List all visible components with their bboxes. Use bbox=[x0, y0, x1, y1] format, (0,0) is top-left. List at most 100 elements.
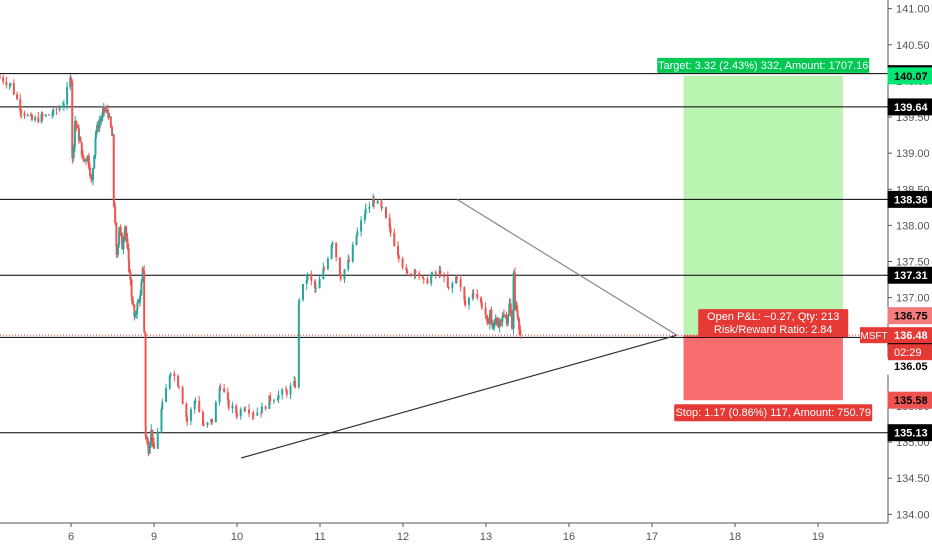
candle-body-272 bbox=[519, 329, 522, 336]
position-labels: Target: 3.32 (2.43%) 332, Amount: 1707.1… bbox=[657, 57, 873, 422]
candle-body-127 bbox=[189, 409, 192, 421]
candle-body-28 bbox=[71, 81, 74, 155]
level-tag-5: 135.13 bbox=[894, 428, 928, 440]
candle-body-143 bbox=[235, 405, 238, 414]
candle-body-24 bbox=[62, 104, 65, 106]
candle-body-191 bbox=[364, 208, 367, 215]
time-axis[interactable]: 6 9 10 11 12 13 16 17 18 19 bbox=[0, 522, 932, 550]
candle-body-12 bbox=[30, 115, 33, 121]
candle-body-109 bbox=[148, 445, 151, 454]
candle-body-131 bbox=[201, 412, 204, 425]
candle-body-192 bbox=[368, 206, 371, 209]
candle-body-44 bbox=[86, 155, 89, 161]
candle-body-248 bbox=[497, 321, 500, 327]
level-tag-3: 137.31 bbox=[894, 270, 928, 282]
level-tag-2: 138.36 bbox=[894, 194, 928, 206]
candle-body-6 bbox=[16, 94, 19, 100]
candle-body-263 bbox=[511, 328, 514, 330]
candle-body-148 bbox=[248, 409, 251, 414]
candle-body-176 bbox=[323, 268, 326, 270]
candle-body-166 bbox=[297, 303, 300, 388]
trendline-1[interactable] bbox=[456, 198, 678, 336]
candle-body-120 bbox=[169, 373, 172, 376]
countdown-tag-bg bbox=[888, 344, 932, 361]
candle-body-70 bbox=[112, 198, 115, 207]
candle-body-194 bbox=[372, 199, 375, 204]
candle-body-267 bbox=[514, 302, 517, 306]
candle-body-19 bbox=[51, 114, 54, 116]
candle-body-42 bbox=[84, 159, 87, 161]
trendlines[interactable] bbox=[240, 198, 678, 459]
candle-body-177 bbox=[326, 258, 329, 269]
candle-body-5 bbox=[12, 83, 15, 95]
candle-body-197 bbox=[381, 207, 384, 209]
candle-body-45 bbox=[87, 155, 90, 168]
candle-body-31 bbox=[73, 125, 76, 147]
candle-body-211 bbox=[421, 276, 424, 279]
candle-body-187 bbox=[355, 235, 358, 245]
candle-body-86 bbox=[128, 260, 131, 273]
candle-body-141 bbox=[227, 399, 230, 409]
candle-body-168 bbox=[301, 283, 304, 300]
candle-body-88 bbox=[130, 279, 133, 297]
price-tick-8: 137.00 bbox=[896, 293, 930, 305]
pnl-label: Open P&L: −0.27, Qty: 213 bbox=[707, 311, 839, 323]
time-tick-4: 12 bbox=[397, 531, 409, 543]
candle-body-115 bbox=[156, 431, 159, 449]
candle-body-133 bbox=[206, 422, 209, 426]
candle-body-142 bbox=[231, 405, 234, 409]
candle-body-136 bbox=[214, 402, 217, 423]
price-axis[interactable]: 141.00140.50140.00139.50139.00138.50138.… bbox=[860, 0, 932, 550]
candle-body-262 bbox=[511, 313, 514, 329]
candle-body-242 bbox=[491, 327, 494, 329]
candle-body-57 bbox=[100, 118, 103, 121]
candle-body-229 bbox=[471, 293, 474, 298]
candle-body-147 bbox=[244, 409, 247, 411]
candle-body-266 bbox=[513, 272, 516, 306]
candle-body-26 bbox=[69, 77, 72, 88]
candle-body-22 bbox=[58, 107, 61, 111]
time-tick-8: 18 bbox=[729, 531, 741, 543]
candle-body-96 bbox=[137, 300, 140, 303]
trendline-0[interactable] bbox=[240, 334, 678, 459]
candle-body-186 bbox=[351, 244, 354, 262]
candle-body-37 bbox=[79, 137, 82, 143]
candle-body-7 bbox=[19, 99, 22, 112]
candle-body-8 bbox=[20, 111, 23, 114]
position-tool[interactable] bbox=[683, 75, 843, 401]
candle-body-75 bbox=[118, 230, 121, 245]
candle-body-108 bbox=[147, 446, 150, 454]
candle-body-235 bbox=[486, 314, 489, 321]
candle-body-173 bbox=[314, 288, 317, 290]
candle-body-118 bbox=[165, 388, 168, 403]
candle-body-258 bbox=[506, 314, 509, 324]
target-label: Target: 3.32 (2.43%) 332, Amount: 1707.1… bbox=[658, 60, 868, 72]
marker-tag-2: 136.05 bbox=[894, 361, 928, 373]
level-tag-3-bg bbox=[887, 266, 932, 284]
candle-body-64 bbox=[107, 113, 110, 118]
candle-body-181 bbox=[338, 257, 341, 276]
time-tick-9: 19 bbox=[812, 531, 824, 543]
candle-body-27 bbox=[70, 77, 72, 82]
candle-body-121 bbox=[173, 373, 176, 377]
candle-body-60 bbox=[103, 106, 106, 111]
candle-body-151 bbox=[256, 412, 259, 416]
candle-body-155 bbox=[268, 395, 271, 409]
last-price-tag: 136.48 bbox=[894, 330, 928, 342]
candle-body-65 bbox=[108, 116, 111, 118]
candle-body-3 bbox=[8, 84, 11, 86]
marker-tag-3-bg bbox=[887, 391, 932, 409]
candle-body-77 bbox=[119, 226, 122, 234]
candle-body-195 bbox=[376, 200, 379, 204]
candle-body-226 bbox=[463, 287, 466, 301]
candle-body-66 bbox=[109, 116, 112, 128]
candle-body-1 bbox=[2, 77, 5, 82]
candle-body-221 bbox=[447, 287, 450, 289]
candle-body-162 bbox=[285, 390, 288, 395]
candle-body-69 bbox=[112, 134, 115, 199]
symbol-tag-bg bbox=[860, 327, 888, 344]
candle-body-202 bbox=[397, 245, 400, 256]
candle-body-222 bbox=[451, 283, 454, 289]
candle-body-199 bbox=[388, 218, 391, 228]
